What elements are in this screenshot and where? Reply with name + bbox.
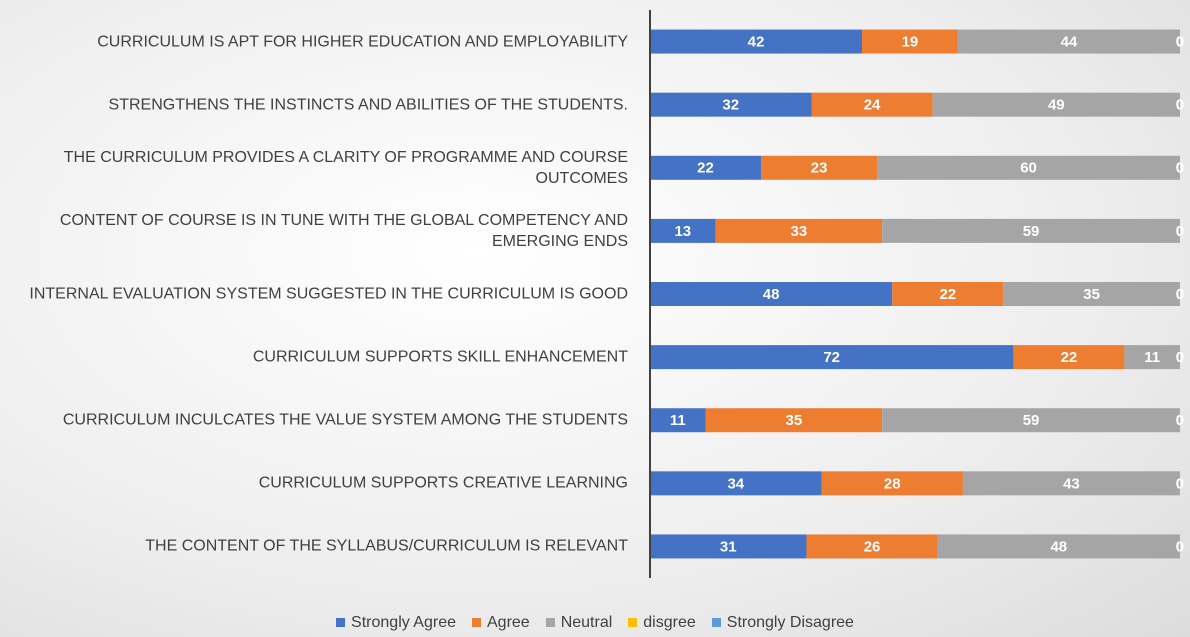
data-label: 44 <box>1061 34 1078 51</box>
data-label: 31 <box>720 538 737 555</box>
bar-segment <box>962 471 1180 496</box>
bar-segment <box>882 408 1180 433</box>
bar-segment <box>1013 345 1125 370</box>
data-label: 0 <box>1176 349 1184 366</box>
bar-segment <box>650 218 716 243</box>
bar-segment <box>1003 282 1180 306</box>
legend: Strongly Agree Agree Neutral disgree Strongl… <box>0 614 1190 632</box>
data-label: 0 <box>1176 160 1184 177</box>
bar-segment <box>1124 345 1180 370</box>
data-label: 43 <box>1063 475 1080 492</box>
bar-segment <box>650 534 807 559</box>
bar-segment <box>650 471 822 496</box>
data-label: 0 <box>1176 34 1184 51</box>
data-label: 60 <box>1020 160 1037 177</box>
data-label: 72 <box>823 349 840 366</box>
data-label: 59 <box>1023 412 1040 429</box>
data-label: 0 <box>1176 160 1184 177</box>
data-label: 0 <box>1176 286 1184 303</box>
bar-segment <box>877 155 1180 180</box>
data-label: 0 <box>1176 34 1184 51</box>
category-label: CURRICULUM IS APT FOR HIGHER EDUCATION A… <box>97 33 628 51</box>
data-label: 22 <box>939 286 956 303</box>
data-label: 34 <box>727 475 744 492</box>
data-label: 0 <box>1176 475 1184 492</box>
data-label: 23 <box>811 160 828 177</box>
bar-segment <box>957 29 1180 54</box>
bar-segment <box>650 29 862 54</box>
data-label: 35 <box>1083 286 1100 303</box>
data-label: 0 <box>1176 538 1184 555</box>
data-label: 0 <box>1176 286 1184 303</box>
category-label: CURRICULUM SUPPORTS SKILL ENHANCEMENT <box>252 348 628 366</box>
category-label: CURRICULUM SUPPORTS CREATIVE LEARNING <box>258 474 628 492</box>
legend-item: disgree <box>628 614 696 632</box>
bar-segment <box>705 408 883 433</box>
legend-item: Strongly Disagree <box>711 614 854 632</box>
data-label: 0 <box>1176 97 1184 114</box>
data-label: 0 <box>1176 538 1184 555</box>
category-label: THE CONTENT OF THE SYLLABUS/CURRICULUM I… <box>145 537 628 555</box>
bar-segment <box>821 471 963 496</box>
data-label: 22 <box>1061 349 1078 366</box>
data-label: 0 <box>1176 412 1184 429</box>
bar-segment <box>650 282 893 306</box>
legend-swatch <box>336 618 346 627</box>
legend-swatch <box>472 618 481 627</box>
data-label: 26 <box>864 538 881 555</box>
bar-segment <box>861 29 958 54</box>
bar-segment <box>932 92 1180 117</box>
bar-segment <box>650 92 812 117</box>
bar-segment <box>937 534 1180 559</box>
category-label: THE CURRICULUM PROVIDES A CLARITY OF PRO… <box>63 148 628 187</box>
bar-segment <box>715 218 883 243</box>
data-label: 59 <box>1023 223 1040 240</box>
legend-label: Neutral <box>560 614 613 631</box>
data-label: 49 <box>1048 97 1065 114</box>
category-label: CURRICULUM INCULCATES THE VALUE SYSTEM A… <box>62 411 628 429</box>
bar-segment <box>650 408 706 433</box>
bar-segment <box>650 345 1014 370</box>
category-label: CONTENT OF COURSE IS IN TUNE WITH THE GL… <box>59 211 628 250</box>
bar-segment <box>811 92 933 117</box>
data-label: 13 <box>674 223 691 240</box>
legend-label: Strongly Disagree <box>726 614 854 631</box>
data-label: 0 <box>1176 97 1184 114</box>
legend-label: Strongly Agree <box>351 614 456 631</box>
legend-item: Strongly Agree <box>336 614 456 632</box>
bar-segment <box>806 534 938 559</box>
data-label: 48 <box>763 286 780 303</box>
legend-item: Neutral <box>545 614 613 632</box>
bar-segment <box>650 155 762 180</box>
data-label: 0 <box>1176 412 1184 429</box>
legend-swatch <box>628 618 638 627</box>
data-label: 0 <box>1176 223 1184 240</box>
data-label: 24 <box>864 97 881 114</box>
data-label: 35 <box>786 412 803 429</box>
bar-segment <box>882 218 1180 243</box>
data-label: 32 <box>722 97 739 114</box>
data-label: 28 <box>884 475 901 492</box>
legend-item: Agree <box>472 614 530 632</box>
legend-swatch <box>711 618 721 627</box>
data-label: 33 <box>791 223 808 240</box>
data-label: 42 <box>748 34 765 51</box>
bar-segment <box>892 282 1004 306</box>
data-label: 0 <box>1176 223 1184 240</box>
data-label: 11 <box>670 412 686 429</box>
category-label: STRENGTHENS THE INSTINCTS AND ABILITIES … <box>108 96 628 114</box>
legend-swatch <box>545 618 555 627</box>
bar-segment <box>761 155 878 180</box>
category-label: INTERNAL EVALUATION SYSTEM SUGGESTED IN … <box>29 285 628 303</box>
data-label: 0 <box>1176 475 1184 492</box>
data-label: 19 <box>902 34 919 51</box>
data-label: 0 <box>1176 349 1184 366</box>
data-label: 48 <box>1050 538 1067 555</box>
legend-label: disgree <box>643 614 696 631</box>
data-label: 22 <box>697 160 714 177</box>
data-label: 11 <box>1144 349 1160 366</box>
legend-label: Agree <box>487 614 530 631</box>
